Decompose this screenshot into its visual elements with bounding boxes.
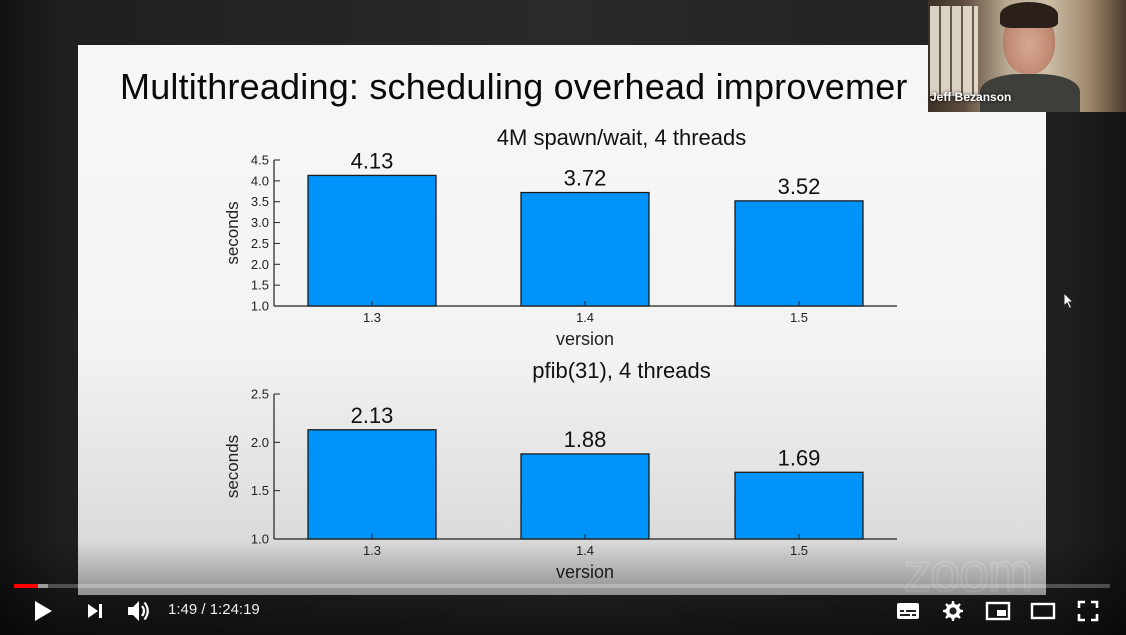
play-button[interactable]	[28, 598, 58, 624]
bar-value-label: 1.69	[778, 445, 821, 470]
time-display: 1:49 / 1:24:19	[168, 601, 260, 618]
webcam-background-window	[930, 6, 978, 96]
y-tick-label: 1.0	[251, 299, 269, 314]
x-tick-label: 1.4	[576, 310, 594, 325]
bar	[734, 471, 864, 540]
skip-next-icon	[88, 604, 102, 618]
bar	[520, 191, 650, 307]
subtitles-button[interactable]	[893, 598, 923, 624]
miniplayer-button[interactable]	[983, 597, 1013, 625]
bar	[520, 453, 650, 540]
bar-value-label: 4.13	[351, 148, 394, 173]
bar-value-label: 1.88	[564, 427, 607, 452]
y-tick-label: 1.5	[251, 278, 269, 293]
webcam-video	[928, 0, 1126, 112]
bar-value-label: 2.13	[351, 403, 394, 428]
webcam-person-hair	[1000, 2, 1058, 28]
chart-title: pfib(31), 4 threads	[532, 358, 711, 383]
y-tick-label: 2.5	[251, 236, 269, 251]
bar	[307, 174, 437, 307]
slide-title: Multithreading: scheduling overhead impr…	[120, 66, 908, 107]
fullscreen-button[interactable]	[1073, 597, 1103, 625]
bar	[734, 200, 864, 307]
y-tick-label: 2.0	[251, 435, 269, 450]
time-separator: /	[197, 601, 210, 618]
next-button[interactable]	[80, 598, 110, 624]
mouse-cursor-icon	[1063, 292, 1075, 310]
chart-title: 4M spawn/wait, 4 threads	[497, 125, 746, 150]
x-tick-label: 1.3	[363, 310, 381, 325]
y-tick-label: 3.0	[251, 215, 269, 230]
theater-mode-button[interactable]	[1028, 597, 1058, 625]
y-tick-label: 2.5	[251, 387, 269, 402]
x-tick-label: 1.5	[790, 310, 808, 325]
x-axis-label: version	[556, 329, 614, 349]
total-time: 1:24:19	[209, 601, 260, 618]
y-tick-label: 2.0	[251, 257, 269, 272]
settings-button[interactable]	[938, 597, 968, 625]
y-tick-label: 3.5	[251, 194, 269, 209]
progress-bar[interactable]	[14, 584, 1110, 588]
gear-icon	[943, 601, 963, 621]
bar	[307, 429, 437, 540]
bar-value-label: 3.52	[778, 174, 821, 199]
miniplayer-icon	[985, 601, 1011, 621]
play-icon	[35, 601, 52, 621]
subtitles-icon	[897, 603, 919, 619]
y-tick-label: 4.5	[251, 153, 269, 168]
y-axis-label: seconds	[223, 201, 242, 264]
volume-button[interactable]	[123, 597, 155, 625]
progress-played	[14, 584, 39, 588]
theater-mode-icon	[1030, 602, 1056, 620]
participant-name: Jeff Bezanson	[930, 90, 1012, 104]
y-tick-label: 4.0	[251, 173, 269, 188]
controls-gradient	[0, 540, 1126, 635]
webcam-person-body	[980, 74, 1080, 112]
bar-value-label: 3.72	[564, 166, 607, 191]
current-time: 1:49	[168, 601, 198, 618]
volume-icon	[128, 601, 149, 621]
y-tick-label: 1.5	[251, 483, 269, 498]
fullscreen-icon	[1077, 600, 1099, 622]
y-axis-label: seconds	[223, 435, 242, 498]
